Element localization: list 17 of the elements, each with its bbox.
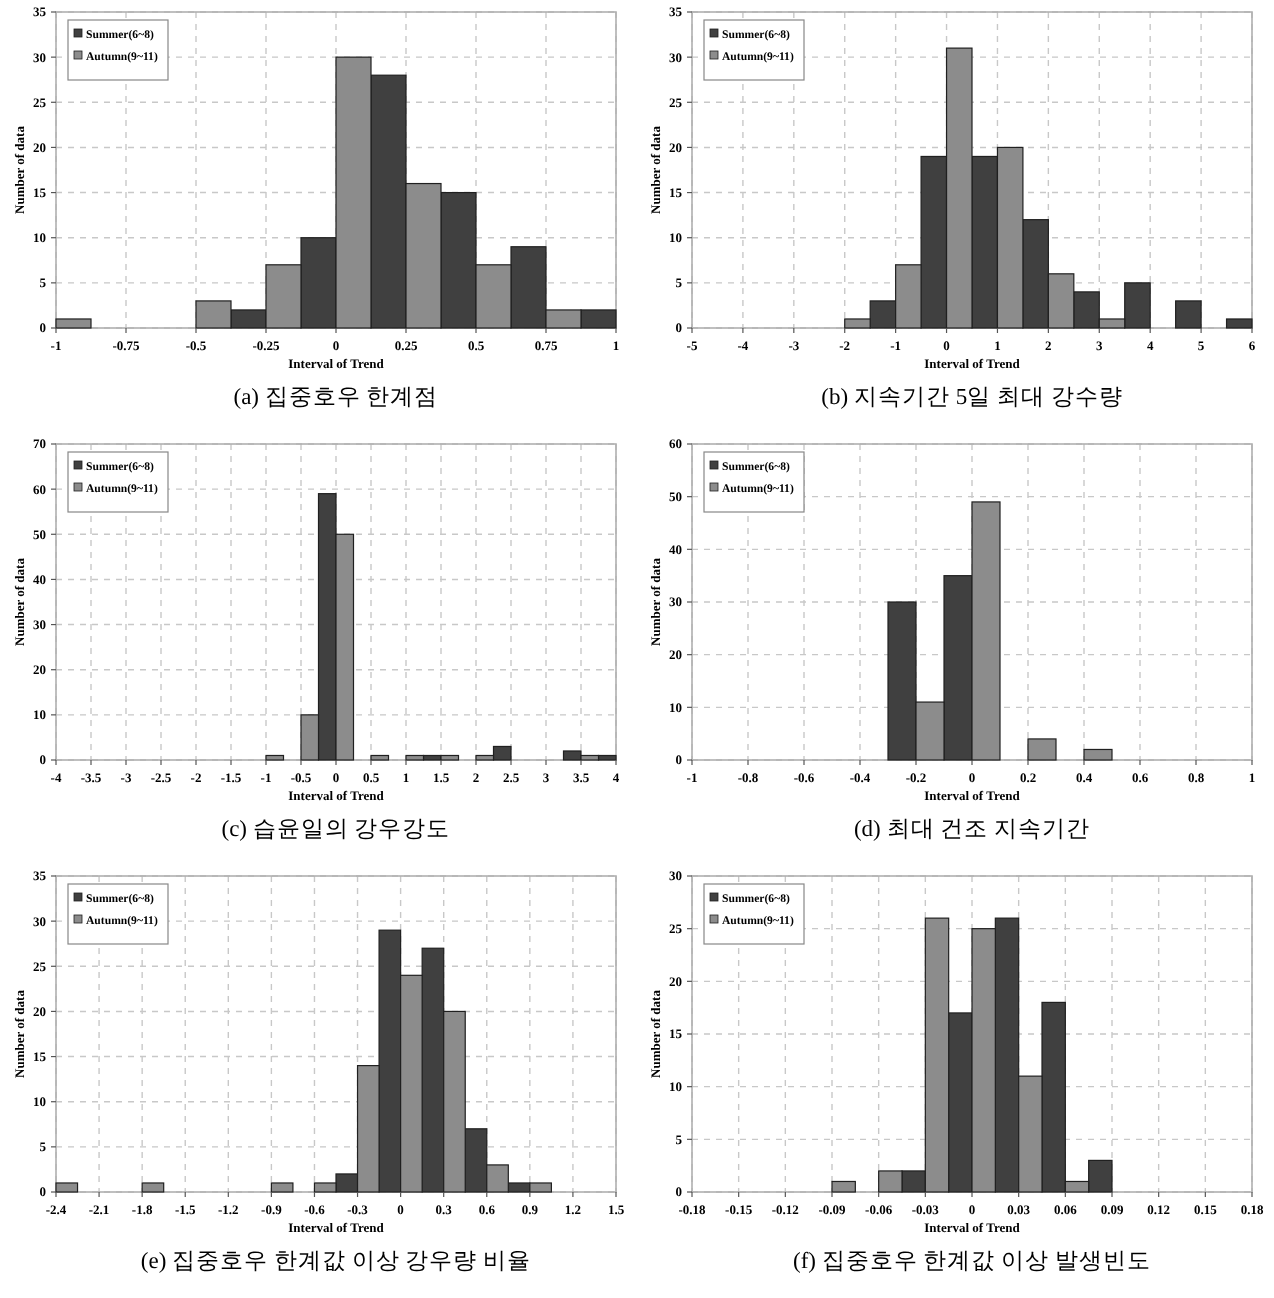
bar (1175, 300, 1202, 329)
bar (1225, 318, 1253, 329)
bar (370, 754, 390, 761)
text: (f) 집중호우 한계값 이상 발생빈도 (793, 1250, 1151, 1274)
text: (d) 최대 건조 지속기간 (853, 818, 1091, 842)
bar (831, 1180, 856, 1193)
bar (55, 318, 92, 329)
bar (265, 754, 285, 761)
bar (270, 1182, 294, 1193)
text: (e) 집중호우 한계값 이상 강우량 비율 (140, 1250, 532, 1274)
bar (141, 1182, 165, 1193)
text: (b) 지속기간 5일 최대 강수량 (821, 386, 1123, 410)
text: (a) 집중호우 한계점 (233, 386, 439, 410)
bar (55, 1182, 79, 1193)
bar (1083, 748, 1113, 761)
text: (c) 습윤일의 강우강도 (221, 818, 451, 842)
bar (1027, 738, 1057, 761)
